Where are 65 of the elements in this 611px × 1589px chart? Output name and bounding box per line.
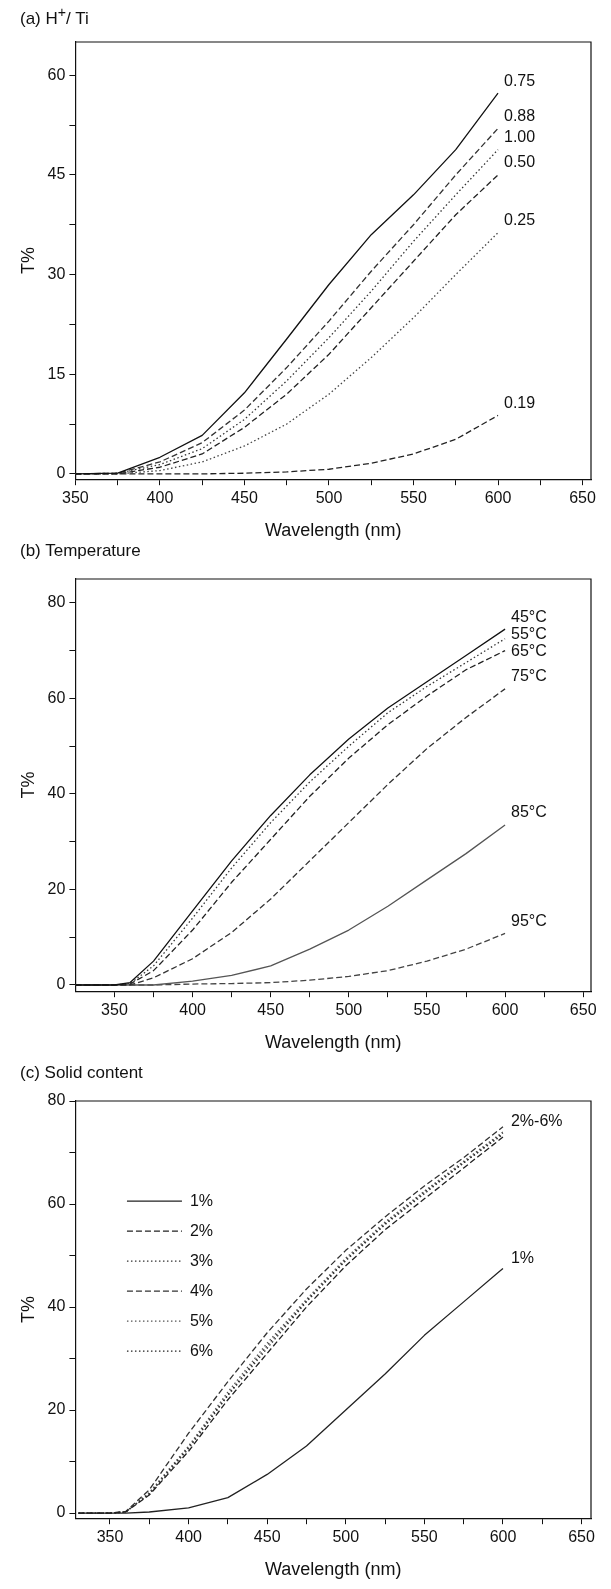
x-tick-label: 450 xyxy=(231,489,258,507)
series-label: 85°C xyxy=(511,803,547,821)
x-tick-label: 600 xyxy=(491,1001,519,1019)
y-tick-label: 80 xyxy=(47,1091,66,1109)
series-label: 1.00 xyxy=(504,128,536,146)
x-tick-label: 350 xyxy=(96,1528,124,1546)
y-axis-title: T% xyxy=(17,1296,38,1324)
y-axis-title: T% xyxy=(17,771,38,799)
y-axis-title: T% xyxy=(17,247,38,275)
y-tick-label: 40 xyxy=(47,1297,66,1315)
series-label: 75°C xyxy=(511,667,547,685)
x-tick-label: 500 xyxy=(315,489,343,507)
legend-label: 2% xyxy=(189,1221,214,1239)
y-tick-label: 40 xyxy=(47,784,66,802)
series-label: 55°C xyxy=(511,624,547,642)
x-tick-label: 650 xyxy=(569,489,596,507)
x-tick-label: 550 xyxy=(400,489,427,507)
series-label: 0.88 xyxy=(504,106,536,124)
y-tick-label: 80 xyxy=(47,593,66,611)
y-tick-label: 20 xyxy=(47,1400,66,1418)
legend-label: 3% xyxy=(189,1251,214,1269)
legend-label: 5% xyxy=(189,1311,214,1329)
y-tick-label: 60 xyxy=(47,65,66,83)
x-tick-label: 600 xyxy=(489,1528,517,1546)
y-tick-label: 60 xyxy=(47,688,66,706)
x-tick-label: 350 xyxy=(101,1001,128,1019)
series-label: 0.19 xyxy=(504,393,536,411)
series-label: 0.75 xyxy=(504,71,536,89)
legend-label: 4% xyxy=(189,1281,214,1299)
x-tick-label: 600 xyxy=(484,489,512,507)
y-tick-label: 45 xyxy=(47,165,66,183)
x-tick-label: 450 xyxy=(257,1001,285,1019)
x-axis-title: Wavelength (nm) xyxy=(265,520,402,541)
x-axis-title: Wavelength (nm) xyxy=(265,1559,402,1580)
x-tick-label: 650 xyxy=(569,1001,597,1019)
y-tick-label: 30 xyxy=(47,264,66,282)
y-tick-label: 15 xyxy=(47,364,66,382)
series-label: 65°C xyxy=(511,641,547,659)
legend-label: 6% xyxy=(189,1341,214,1359)
y-tick-label: 0 xyxy=(56,464,66,482)
x-tick-label: 550 xyxy=(413,1001,441,1019)
series-label: 95°C xyxy=(511,911,547,929)
chart-title: (b) Temperature xyxy=(20,541,141,561)
x-tick-label: 400 xyxy=(146,489,174,507)
x-tick-label: 400 xyxy=(175,1528,203,1546)
x-tick-label: 450 xyxy=(253,1528,281,1546)
x-axis-title: Wavelength (nm) xyxy=(265,1032,402,1053)
x-tick-label: 550 xyxy=(411,1528,438,1546)
series-label: 0.25 xyxy=(504,211,536,229)
legend-label: 1% xyxy=(189,1191,214,1209)
y-tick-label: 0 xyxy=(56,975,66,993)
x-tick-label: 650 xyxy=(568,1528,596,1546)
x-tick-label: 500 xyxy=(335,1001,363,1019)
series-label: 0.50 xyxy=(504,153,536,171)
annotation: 1% xyxy=(510,1248,535,1266)
x-tick-label: 500 xyxy=(332,1528,360,1546)
chart-title: (a) H$^{+}$/ Ti xyxy=(20,4,89,29)
y-tick-label: 20 xyxy=(47,879,66,897)
y-tick-label: 60 xyxy=(47,1194,66,1212)
x-tick-label: 400 xyxy=(179,1001,207,1019)
chart-title: (c) Solid content xyxy=(20,1063,143,1083)
x-tick-label: 350 xyxy=(62,489,89,507)
series-label: 45°C xyxy=(511,607,547,625)
y-tick-label: 0 xyxy=(56,1503,66,1521)
annotation: 2%-6% xyxy=(510,1112,563,1130)
